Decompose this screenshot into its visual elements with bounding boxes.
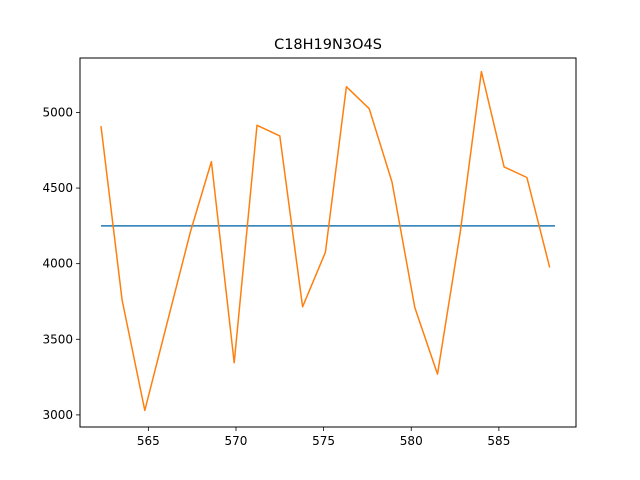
y-tick-label: 4000 [42, 257, 73, 271]
y-tick-label: 4500 [42, 181, 73, 195]
x-tick-label: 570 [225, 434, 248, 448]
x-axis: 565 570 575 580 585 [137, 427, 510, 448]
y-axis: 3000 3500 4000 4500 5000 [42, 105, 80, 422]
series-line-2 [100, 70, 551, 412]
chart-title: C18H19N3O4S [274, 37, 382, 53]
x-tick-label: 585 [487, 434, 510, 448]
series-layer [100, 70, 555, 412]
x-tick-label: 565 [137, 434, 160, 448]
y-tick-label: 5000 [42, 105, 73, 119]
y-tick-label: 3000 [42, 408, 73, 422]
x-tick-label: 580 [400, 434, 423, 448]
x-tick-label: 575 [312, 434, 335, 448]
plot-frame [79, 57, 577, 428]
y-tick-label: 3500 [42, 332, 73, 346]
